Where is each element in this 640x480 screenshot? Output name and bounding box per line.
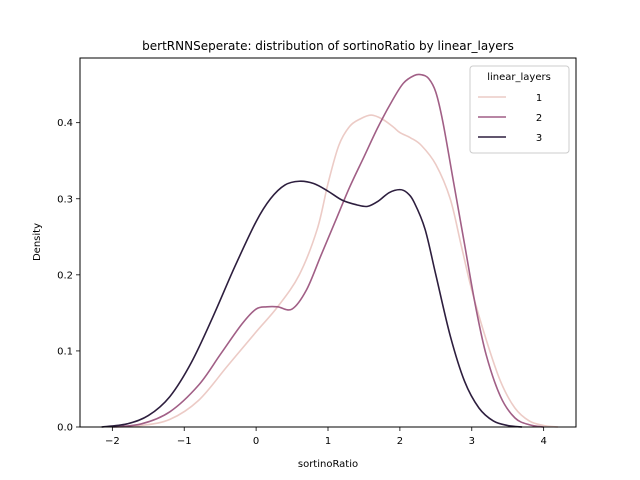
x-tick-label: 4 [540,436,546,447]
x-tick-label: −2 [105,436,120,447]
legend-label-3: 3 [536,133,542,144]
y-tick-label: 0.4 [57,118,73,129]
x-axis: −2 −1 0 1 2 3 4 [105,427,547,447]
y-tick-label: 0.1 [57,346,73,357]
y-tick-label: 0.2 [57,270,73,281]
chart-title: bertRNNSeperate: distribution of sortino… [142,39,514,53]
x-tick-label: 1 [325,436,331,447]
y-tick-label: 0.0 [57,423,73,434]
x-tick-label: 2 [397,436,403,447]
legend: linear_layers 1 2 3 [469,65,570,154]
legend-label-1: 1 [536,93,542,104]
density-line-3 [101,180,523,428]
legend-entries: 1 2 3 [478,93,542,144]
x-tick-label: 0 [253,436,259,447]
density-line-2 [112,73,544,428]
legend-title: linear_layers [487,72,551,83]
x-tick-label: 3 [469,436,475,447]
legend-label-2: 2 [536,113,542,124]
legend-box [469,65,570,154]
y-tick-label: 0.3 [57,194,73,205]
x-tick-label: −1 [177,436,192,447]
x-axis-title: sortinoRatio [298,459,358,470]
density-curves [101,73,559,428]
y-axis-title: Density [32,223,43,261]
y-axis: 0.0 0.1 0.2 0.3 0.4 [57,118,80,434]
